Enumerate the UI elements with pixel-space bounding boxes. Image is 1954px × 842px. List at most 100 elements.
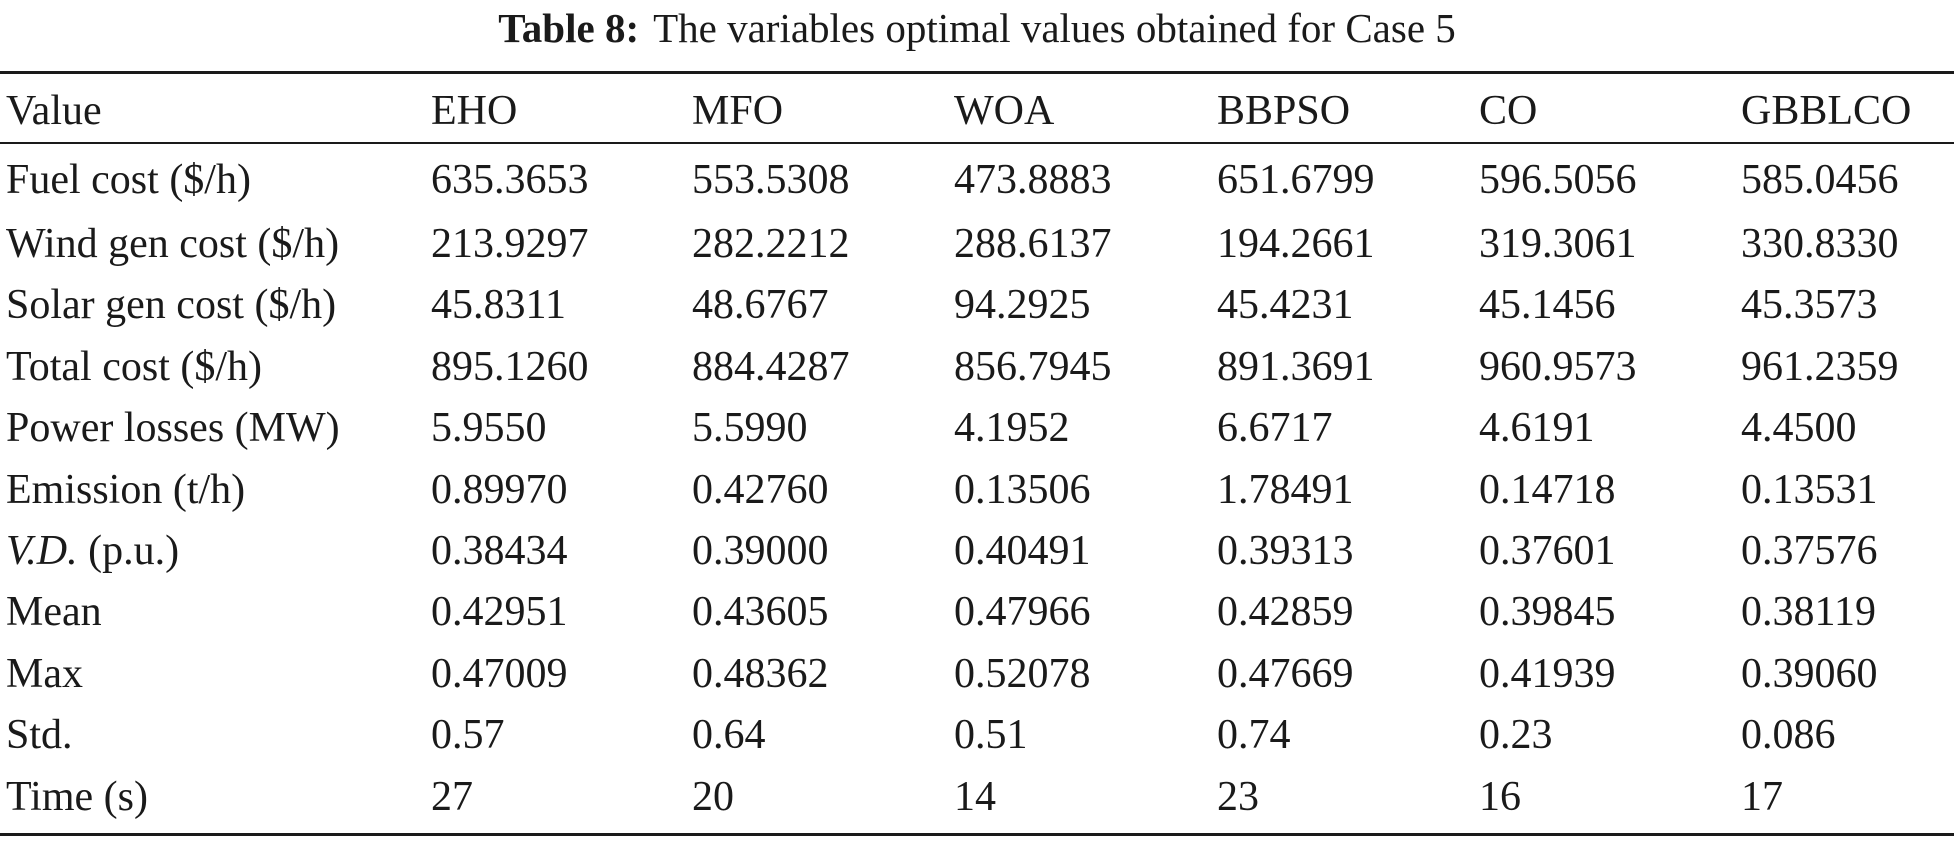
table-cell: 1.78491 <box>1217 466 1354 513</box>
table-cell: 20 <box>692 773 734 820</box>
row-label: Fuel cost ($/h) <box>6 157 251 203</box>
table-cell: 0.52078 <box>954 650 1091 697</box>
table-row: Power losses (MW) 5.9550 5.5990 4.1952 6… <box>0 398 1954 459</box>
table-cell: 0.38434 <box>431 528 568 575</box>
table-cell: 0.37601 <box>1479 528 1616 575</box>
table-cell: 194.2661 <box>1217 221 1375 267</box>
table-cell: 0.42951 <box>431 589 568 636</box>
table-cell: 0.43605 <box>692 589 829 636</box>
table-cell: 0.13531 <box>1741 466 1878 513</box>
table-cell: 0.47669 <box>1217 650 1354 697</box>
header-rule <box>0 142 1954 144</box>
table-row: Time (s) 27 20 14 23 16 17 <box>0 767 1954 828</box>
column-header: Value <box>6 88 102 134</box>
row-label: Std. <box>6 712 73 759</box>
best-value-cell: 0.086 <box>1741 712 1836 759</box>
table-row: V.D. (p.u.) 0.38434 0.39000 0.40491 0.39… <box>0 521 1954 582</box>
table-cell: 0.39313 <box>1217 528 1354 575</box>
table-cell: 0.23 <box>1479 712 1553 759</box>
row-label: Total cost ($/h) <box>6 343 262 390</box>
table-cell: 0.39000 <box>692 528 829 575</box>
table-cell: 5.5990 <box>692 405 808 452</box>
table-cell: 0.64 <box>692 712 766 759</box>
column-header: GBBLCO <box>1741 88 1912 134</box>
column-header: WOA <box>954 88 1055 134</box>
column-header: EHO <box>431 88 518 134</box>
table-row: Solar gen cost ($/h) 45.8311 48.6767 94.… <box>0 275 1954 336</box>
table-cell: 0.47009 <box>431 650 568 697</box>
table-cell: 0.42760 <box>692 466 829 513</box>
table-cell: 16 <box>1479 773 1521 820</box>
top-rule <box>0 71 1954 74</box>
table-cell: 651.6799 <box>1217 157 1375 203</box>
table-cell: 0.48362 <box>692 650 829 697</box>
best-value-cell: 0.37576 <box>1741 528 1878 575</box>
table-cell: 213.9297 <box>431 221 589 267</box>
table-row: Wind gen cost ($/h) 213.9297 282.2212 28… <box>0 214 1954 275</box>
row-label: V.D. (p.u.) <box>0 521 425 582</box>
column-header: MFO <box>692 88 784 134</box>
table-cell: 4.1952 <box>954 405 1070 452</box>
table-cell: 961.2359 <box>1741 343 1899 390</box>
row-label: Power losses (MW) <box>6 405 340 452</box>
table-row: Emission (t/h) 0.89970 0.42760 0.13506 1… <box>0 460 1954 521</box>
best-value-cell: 0.39060 <box>1741 650 1878 697</box>
table-cell: 330.8330 <box>1741 221 1899 267</box>
header-row: Value EHO MFO WOA BBPSO CO GBBLCO <box>0 80 1954 142</box>
table-cell: 585.0456 <box>1741 157 1899 203</box>
table-caption-text: The variables optimal values obtained fo… <box>653 5 1456 51</box>
table-cell: 0.89970 <box>431 466 568 513</box>
row-label-suffix: (p.u.) <box>77 528 180 575</box>
table-cell: 0.40491 <box>954 528 1091 575</box>
row-label: Emission (t/h) <box>6 466 246 513</box>
table-row: Fuel cost ($/h) 635.3653 553.5308 473.88… <box>0 142 1954 214</box>
column-header: BBPSO <box>1217 88 1351 134</box>
table-cell: 0.42859 <box>1217 589 1354 636</box>
table-cell: 45.8311 <box>431 282 566 329</box>
row-label: Mean <box>6 589 102 636</box>
table-row: Std. 0.57 0.64 0.51 0.74 0.23 0.086 <box>0 705 1954 766</box>
row-label: Wind gen cost ($/h) <box>6 221 340 267</box>
table-cell: 895.1260 <box>431 343 589 390</box>
table-cell: 473.8883 <box>954 157 1112 203</box>
table-cell: 94.2925 <box>954 282 1091 329</box>
table-cell: 884.4287 <box>692 343 850 390</box>
table-cell: 0.41939 <box>1479 650 1616 697</box>
table-caption: Table 8: The variables optimal values obt… <box>0 0 1954 62</box>
best-value-cell: 0.38119 <box>1741 589 1876 636</box>
table-cell: 4.4500 <box>1741 405 1857 452</box>
row-label-italic: V.D. <box>6 528 78 575</box>
table-cell: 891.3691 <box>1217 343 1375 390</box>
column-header: CO <box>1479 88 1538 134</box>
table-cell: 4.6191 <box>1479 405 1595 452</box>
table-cell: 0.74 <box>1217 712 1291 759</box>
table-row: Max 0.47009 0.48362 0.52078 0.47669 0.41… <box>0 644 1954 705</box>
results-table: Value EHO MFO WOA BBPSO CO GBBLCO Fuel c… <box>0 80 1954 828</box>
table-cell: 6.6717 <box>1217 405 1333 452</box>
table-cell: 0.57 <box>431 712 505 759</box>
table-cell: 14 <box>954 773 996 820</box>
table-caption-label: Table 8: <box>498 5 640 51</box>
table-cell: 45.1456 <box>1479 282 1616 329</box>
table-cell: 635.3653 <box>431 157 589 203</box>
table-cell: 0.14718 <box>1479 466 1616 513</box>
table-cell: 319.3061 <box>1479 221 1637 267</box>
row-label: Max <box>6 650 83 697</box>
table-cell: 960.9573 <box>1479 343 1637 390</box>
table-cell: 45.4231 <box>1217 282 1354 329</box>
table-cell: 23 <box>1217 773 1259 820</box>
table-cell: 27 <box>431 773 473 820</box>
table-cell: 48.6767 <box>692 282 829 329</box>
table-cell: 17 <box>1741 773 1783 820</box>
table-row: Total cost ($/h) 895.1260 884.4287 856.7… <box>0 337 1954 398</box>
table-cell: 0.13506 <box>954 466 1091 513</box>
bottom-rule <box>0 833 1954 836</box>
row-label: Time (s) <box>6 773 148 820</box>
table-cell: 856.7945 <box>954 343 1112 390</box>
table-cell: 5.9550 <box>431 405 547 452</box>
table-cell: 45.3573 <box>1741 282 1878 329</box>
table-cell: 0.51 <box>954 712 1028 759</box>
table-cell: 553.5308 <box>692 157 850 203</box>
table-cell: 0.39845 <box>1479 589 1616 636</box>
